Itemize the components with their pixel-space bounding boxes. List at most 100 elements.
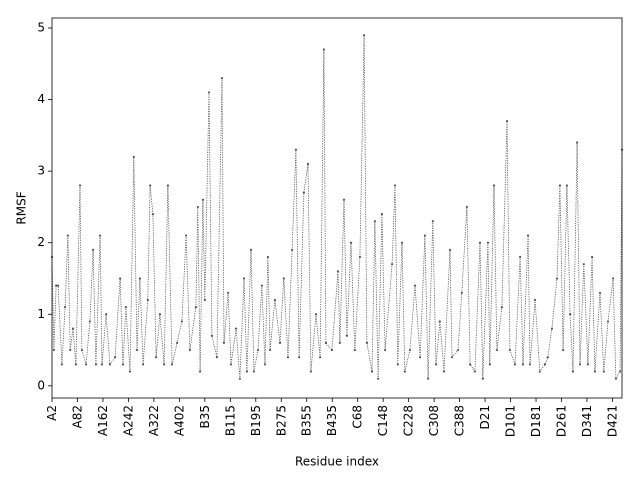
data-point	[492, 184, 496, 187]
data-point	[146, 298, 149, 302]
x-tick-label: C388	[453, 405, 467, 436]
data-point	[170, 363, 174, 366]
data-point	[306, 162, 310, 166]
data-point	[396, 363, 399, 366]
data-point	[94, 363, 98, 366]
data-point	[309, 370, 312, 373]
x-tick-label: B115	[223, 405, 237, 436]
x-tick-label: B355	[300, 405, 314, 436]
data-point	[546, 356, 549, 359]
x-tick-label: B275	[274, 405, 288, 436]
y-tick-label: 3	[37, 164, 45, 178]
data-point	[380, 212, 383, 216]
data-point	[226, 291, 230, 294]
data-point	[105, 313, 108, 316]
data-point	[526, 234, 530, 237]
data-point	[419, 356, 422, 359]
data-point	[273, 298, 277, 302]
data-point	[550, 327, 554, 330]
data-point	[100, 363, 104, 366]
data-point	[426, 377, 430, 380]
data-point	[614, 377, 618, 380]
data-point	[338, 341, 341, 344]
data-point	[252, 370, 255, 373]
data-point	[188, 348, 191, 352]
data-point	[121, 363, 125, 366]
data-point	[245, 370, 248, 373]
data-point	[403, 370, 406, 373]
data-point	[60, 363, 63, 366]
data-point	[91, 248, 95, 251]
data-point	[456, 348, 460, 352]
data-point	[132, 155, 135, 158]
data-point	[362, 34, 366, 37]
data-point	[618, 370, 622, 373]
data-point	[442, 370, 446, 373]
y-tick-label: 0	[37, 378, 45, 392]
data-point	[80, 348, 84, 352]
data-point	[278, 341, 282, 344]
data-point	[260, 284, 263, 287]
data-point	[319, 356, 322, 359]
data-point	[196, 205, 199, 209]
data-point	[578, 363, 582, 366]
data-point	[353, 348, 356, 352]
data-point	[465, 205, 469, 209]
x-tick-label: B35	[198, 405, 212, 429]
data-point	[286, 356, 290, 359]
data-point	[408, 348, 412, 352]
data-point	[460, 291, 463, 294]
x-axis-label: Residue index	[295, 455, 379, 469]
data-point	[528, 363, 532, 366]
x-tick-label: C68	[351, 405, 365, 429]
data-point	[215, 356, 219, 359]
data-point	[56, 284, 60, 287]
data-point	[194, 306, 198, 309]
x-tick-label: A82	[70, 405, 84, 428]
x-tick-label: D341	[580, 405, 594, 437]
x-tick-label: B435	[325, 405, 339, 436]
data-point	[469, 363, 472, 366]
data-point	[561, 348, 565, 352]
x-tick-label: D181	[529, 405, 543, 437]
data-point	[488, 363, 491, 366]
data-point	[256, 348, 260, 352]
data-point	[434, 363, 438, 366]
data-point	[71, 327, 75, 330]
data-point	[324, 341, 327, 344]
data-point	[438, 320, 441, 323]
data-point	[481, 377, 484, 380]
data-point	[302, 191, 305, 194]
data-point	[565, 184, 569, 187]
data-point	[365, 341, 369, 344]
data-point	[151, 212, 155, 216]
data-point	[249, 248, 253, 251]
data-point	[538, 370, 541, 373]
data-point	[450, 356, 454, 359]
data-point	[55, 284, 58, 287]
data-point	[234, 327, 238, 330]
x-tick-label: D21	[478, 405, 492, 430]
data-point	[74, 363, 77, 366]
data-point	[198, 370, 202, 373]
data-point	[229, 363, 233, 366]
data-point	[63, 306, 67, 309]
data-point	[210, 334, 213, 337]
data-point	[558, 184, 562, 187]
data-point	[590, 255, 594, 259]
data-point	[413, 284, 417, 287]
data-point	[98, 234, 102, 237]
data-point	[576, 141, 579, 144]
data-point	[513, 363, 517, 366]
data-point	[593, 370, 597, 373]
data-point	[519, 255, 522, 259]
data-point	[207, 91, 211, 94]
data-point	[586, 363, 590, 366]
x-tick-label: C308	[427, 405, 441, 436]
data-point	[155, 356, 158, 359]
data-point	[108, 363, 112, 366]
data-point	[124, 306, 127, 309]
data-point	[84, 363, 88, 366]
y-tick-label: 2	[37, 235, 45, 249]
data-point	[314, 313, 318, 316]
